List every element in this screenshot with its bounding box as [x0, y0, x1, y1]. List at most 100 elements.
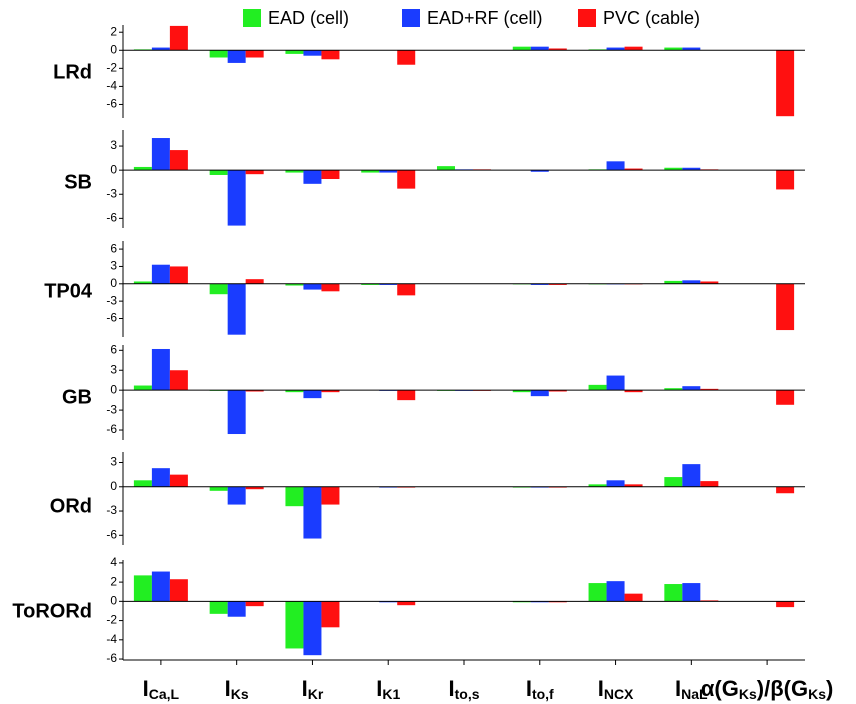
x-tick-label-part: to,s	[455, 686, 480, 702]
x-tick-label-part: I	[376, 676, 382, 701]
bar	[397, 390, 416, 401]
y-tick-label: 4	[110, 555, 117, 569]
bar	[624, 390, 643, 393]
panel-title: ORd	[50, 495, 92, 517]
bar	[397, 601, 416, 606]
x-tick-label: IK1	[376, 676, 400, 702]
x-tick-label-part: K1	[382, 686, 400, 702]
bar	[133, 480, 152, 487]
bar	[151, 571, 170, 602]
bar	[530, 46, 549, 51]
y-tick-label: 0	[110, 479, 117, 493]
panel-title: GB	[62, 386, 92, 408]
bar	[624, 593, 643, 602]
x-tick-label-part: I	[598, 676, 604, 701]
bar	[227, 50, 246, 63]
bar	[285, 170, 304, 173]
legend-label: EAD (cell)	[268, 8, 349, 28]
y-tick-label: -4	[106, 632, 117, 646]
bar	[133, 281, 152, 284]
bar	[397, 50, 416, 65]
bar	[285, 283, 304, 286]
bar	[682, 386, 701, 391]
y-tick-label: -3	[106, 186, 117, 200]
bar	[530, 390, 549, 397]
bar	[530, 283, 549, 285]
bar	[397, 283, 416, 296]
bar	[151, 348, 170, 391]
bar	[245, 170, 264, 175]
bar	[776, 486, 795, 494]
x-tick-label-part: α(G	[701, 676, 739, 701]
y-tick-label: -3	[106, 402, 117, 416]
bar	[245, 50, 264, 58]
y-tick-label: 0	[110, 162, 117, 176]
y-tick-label: -4	[106, 79, 117, 93]
x-tick-label-part: I	[143, 676, 149, 701]
bar	[227, 390, 246, 435]
bar	[606, 375, 625, 391]
y-tick-label: 0	[110, 276, 117, 290]
bar	[321, 170, 340, 179]
panel-title: SB	[64, 171, 92, 193]
bar	[303, 390, 322, 399]
bar	[512, 390, 531, 393]
bar	[776, 170, 795, 190]
bar	[151, 47, 170, 51]
x-tick-label-part: Kr	[308, 686, 324, 702]
bar	[548, 390, 567, 392]
bar	[169, 266, 188, 284]
y-tick-label: -6	[106, 311, 117, 325]
y-tick-label: -3	[106, 293, 117, 307]
panel-title: ToRORd	[12, 600, 92, 622]
bar	[606, 480, 625, 487]
bar	[624, 168, 643, 171]
bar	[133, 575, 152, 602]
bar	[776, 283, 795, 331]
bar	[624, 484, 643, 487]
x-tick-label-part: Ca,L	[149, 686, 180, 702]
y-tick-label: 2	[110, 24, 117, 38]
bar	[303, 170, 322, 184]
legend-swatch	[578, 9, 596, 27]
y-tick-label: 0	[110, 382, 117, 396]
x-tick-label: α(GKs)/β(GKs)	[701, 676, 833, 702]
bar	[169, 25, 188, 51]
legend-label: PVC (cable)	[603, 8, 700, 28]
x-tick-label-part: Ks	[808, 686, 826, 702]
bar	[664, 388, 683, 391]
bar	[397, 170, 416, 189]
bar	[285, 601, 304, 649]
y-tick-label: -6	[106, 527, 117, 541]
bar	[321, 486, 340, 505]
y-tick-label: 3	[110, 259, 117, 273]
bar	[606, 47, 625, 51]
x-tick-label-part: I	[302, 676, 308, 701]
x-tick-label: INCX	[598, 676, 634, 702]
bar	[606, 161, 625, 171]
bar	[227, 283, 246, 335]
x-tick-label-part: NaL	[681, 686, 708, 702]
legend-swatch	[243, 9, 261, 27]
x-tick-label-part: )/β(G	[757, 676, 808, 701]
y-tick-label: 3	[110, 362, 117, 376]
bar	[303, 283, 322, 290]
x-tick-label-part: I	[448, 676, 454, 701]
bar	[379, 170, 398, 173]
bar	[209, 170, 228, 175]
bar	[133, 166, 152, 171]
bar	[606, 581, 625, 602]
bar	[682, 47, 701, 51]
x-tick-label-part: NCX	[604, 686, 634, 702]
y-tick-label: -2	[106, 613, 117, 627]
bar	[700, 281, 719, 284]
x-tick-label: IKs	[225, 676, 249, 702]
y-tick-label: 0	[110, 594, 117, 608]
bar	[437, 166, 455, 171]
bar	[285, 50, 304, 54]
bar	[588, 484, 607, 487]
bar	[285, 390, 304, 393]
bar	[321, 50, 340, 60]
bar	[664, 47, 683, 51]
